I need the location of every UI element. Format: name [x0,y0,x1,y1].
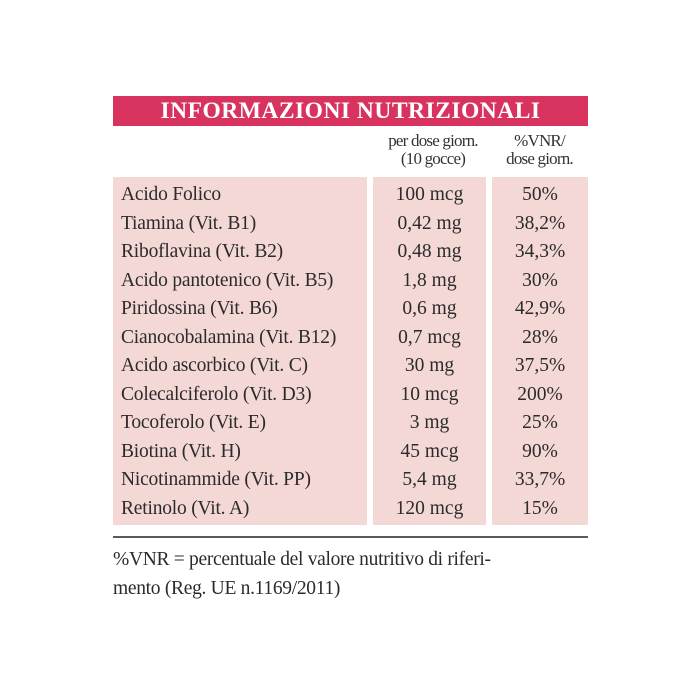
nutrient-name: Tocoferolo (Vit. E) [121,412,266,433]
table-row: Biotina (Vit. H) 45 mcg 90% [113,438,588,467]
table-row: Riboflavina (Vit. B2) 0,48 mg 34,3% [113,238,588,267]
table-row: Cianocobalamina (Vit. B12) 0,7 mcg 28% [113,324,588,353]
nutrient-name: Tiamina (Vit. B1) [121,212,257,234]
vnr-value: 38,2% [514,212,566,234]
dose-value: 10 mcg [400,383,459,405]
nutrient-name: Acido Folico [121,184,221,205]
vnr-column-background [492,177,588,525]
dose-value: 0,7 mcg [398,326,461,348]
dose-header-line1: per dose giorn. [388,131,478,150]
table-row: Tocoferolo (Vit. E) 3 mg 25% [113,409,588,438]
table-row: Nicotinammide (Vit. PP) 5,4 mg 33,7% [113,466,588,495]
vnr-value: 15% [522,497,558,519]
nutrient-name: Cianocobalamina (Vit. B12) [121,326,337,348]
table-row: Acido pantotenico (Vit. B5) 1,8 mg 30% [113,267,588,296]
nutrient-name: Nicotinammide (Vit. PP) [121,469,311,490]
vnr-value: 200% [517,383,563,405]
dose-column-header: per dose giorn. (10 gocce) [374,132,492,168]
vnr-value: 33,7% [514,469,566,490]
dose-value: 0,6 mg [402,298,457,319]
vnr-value: 30% [522,269,558,291]
table-body: Acido Folico 100 mcg 50% Tiamina (Vit. B… [113,181,588,523]
vnr-value: 34,3% [514,241,566,262]
vnr-value: 37,5% [514,355,566,376]
footnote-line1: %VNR = percentuale del valore nutritivo … [113,549,491,570]
dose-value: 100 mcg [395,184,464,205]
footnote-line2: mento (Reg. UE n.1169/2011) [113,578,341,599]
footnote: %VNR = percentuale del valore nutritivo … [113,545,593,603]
dose-value: 3 mg [409,412,450,433]
name-column-background [113,177,367,525]
dose-value: 45 mcg [400,440,459,462]
dose-value: 0,48 mg [397,241,462,262]
table-row: Tiamina (Vit. B1) 0,42 mg 38,2% [113,210,588,239]
dose-value: 0,42 mg [397,212,462,234]
divider [113,536,588,538]
dose-value: 1,8 mg [402,269,457,291]
dose-header-line2: (10 gocce) [400,149,466,168]
table-row: Piridossina (Vit. B6) 0,6 mg 42,9% [113,295,588,324]
vnr-value: 25% [522,412,558,433]
table-row: Retinolo (Vit. A) 120 mcg 15% [113,495,588,524]
vnr-value: 50% [522,184,558,205]
nutrition-table: INFORMAZIONI NUTRIZIONALI per dose giorn… [113,96,588,528]
table-row: Colecalciferolo (Vit. D3) 10 mcg 200% [113,381,588,410]
vnr-header-line1: %VNR/ [514,131,566,150]
nutrient-name: Acido ascorbico (Vit. C) [121,355,308,376]
vnr-value: 42,9% [514,298,566,319]
nutrient-name: Colecalciferolo (Vit. D3) [121,383,312,405]
table-row: Acido ascorbico (Vit. C) 30 mg 37,5% [113,352,588,381]
nutrient-name: Biotina (Vit. H) [121,440,241,462]
vnr-column-header: %VNR/ dose giorn. [491,132,588,168]
dose-value: 5,4 mg [402,469,457,490]
table-title: INFORMAZIONI NUTRIZIONALI [113,96,588,126]
vnr-value: 90% [522,440,558,462]
table-row: Acido Folico 100 mcg 50% [113,181,588,210]
vnr-value: 28% [522,326,558,348]
vnr-header-line2: dose giorn. [506,149,574,168]
nutrient-name: Retinolo (Vit. A) [121,497,250,519]
nutrient-name: Acido pantotenico (Vit. B5) [121,269,334,291]
dose-column-background [373,177,486,525]
nutrient-name: Riboflavina (Vit. B2) [121,241,283,262]
dose-value: 120 mcg [395,497,464,519]
nutrient-name: Piridossina (Vit. B6) [121,298,278,319]
dose-value: 30 mg [404,355,455,376]
